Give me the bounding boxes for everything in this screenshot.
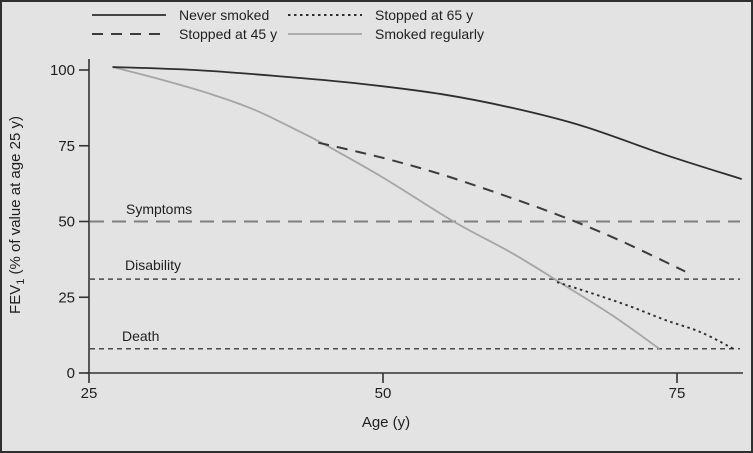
series-line-never-smoked: [112, 66, 742, 180]
legend-label: Never smoked: [179, 7, 270, 23]
y-tick-label: 25: [58, 289, 75, 306]
y-axis-title-prefix: FEV: [7, 284, 24, 314]
x-tick-label: 75: [669, 385, 686, 402]
y-tick-label: 0: [67, 365, 75, 382]
y-tick-label: 100: [50, 62, 75, 79]
y-axis-title-suffix: (% of value at age 25 y): [7, 116, 24, 279]
legend-item-stopped-45: Stopped at 45 y: [92, 25, 277, 43]
symptoms-threshold-label: Symptoms: [126, 201, 193, 217]
y-tick-label: 50: [58, 214, 75, 231]
legend-item-smoked-regularly: Smoked regularly: [288, 25, 484, 43]
series-line-smoked-regularly: [112, 66, 660, 350]
x-tick-label: 50: [375, 385, 392, 402]
legend-item-never-smoked: Never smoked: [92, 6, 269, 24]
legend-line-sample-smoked-regularly: [288, 33, 362, 35]
legend-item-stopped-65: Stopped at 65 y: [288, 6, 473, 24]
legend-label: Stopped at 45 y: [179, 26, 278, 42]
x-tick-label: 25: [81, 385, 98, 402]
legend-line-sample-stopped-45: [92, 33, 166, 35]
x-axis-title: Age (y): [361, 414, 411, 431]
legend-label: Smoked regularly: [375, 26, 484, 42]
series-line-stopped-45: [318, 141, 686, 273]
legend-label: Stopped at 65 y: [375, 7, 474, 23]
y-tick-label: 75: [58, 138, 75, 155]
y-axis-title-subscript: 1: [15, 278, 27, 285]
death-threshold-label: Death: [122, 328, 160, 344]
y-axis-title: FEV1 (% of value at age 25 y): [7, 116, 27, 314]
legend-line-sample-never-smoked: [92, 14, 166, 16]
legend-line-sample-stopped-65: [288, 14, 362, 16]
disability-threshold-label: Disability: [125, 257, 182, 273]
